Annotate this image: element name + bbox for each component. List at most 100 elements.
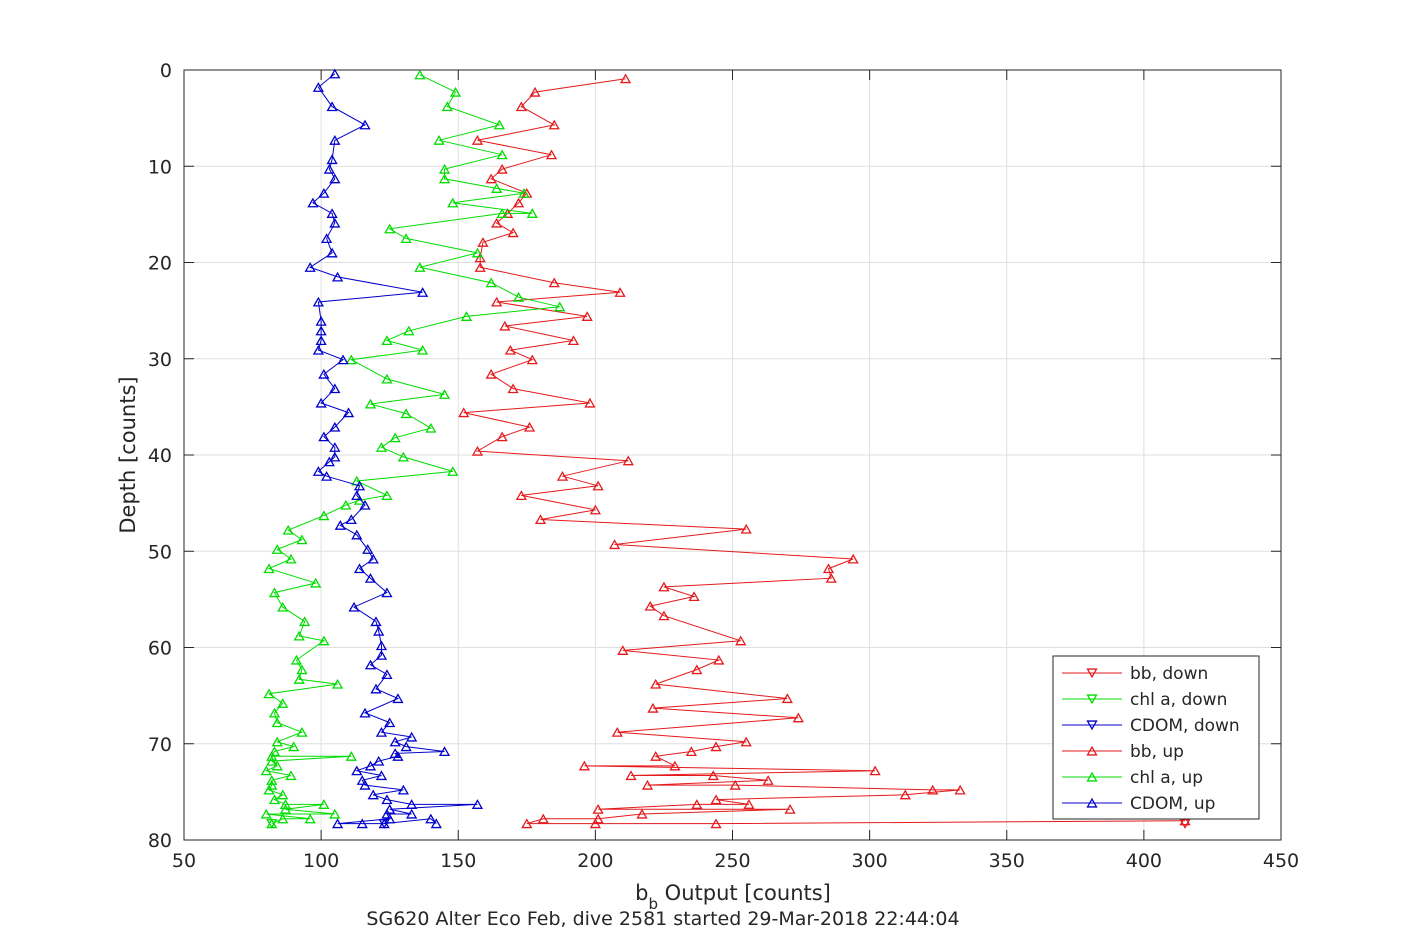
- data-point: [310, 577, 322, 588]
- x-axis-label: bb Output [counts]: [635, 881, 831, 913]
- data-point: [491, 296, 503, 307]
- data-point: [318, 635, 330, 646]
- series-5: [304, 68, 484, 829]
- data-point: [650, 751, 662, 761]
- data-point: [688, 591, 700, 602]
- legend-label: bb, up: [1130, 742, 1184, 762]
- data-point: [523, 421, 536, 432]
- data-point: [400, 741, 412, 752]
- data-point: [268, 587, 281, 598]
- data-point: [296, 726, 308, 737]
- data-point: [277, 601, 289, 612]
- data-point: [710, 741, 722, 752]
- data-point: [485, 368, 497, 379]
- data-point: [384, 803, 396, 814]
- data-point: [869, 765, 881, 776]
- data-point: [504, 344, 516, 355]
- data-point: [370, 683, 382, 694]
- data-point: [370, 616, 382, 627]
- y-tick-label: 30: [148, 349, 172, 371]
- data-point: [277, 698, 289, 708]
- x-tick-label: 150: [440, 850, 476, 872]
- data-point: [644, 600, 656, 611]
- x-axis-label-subscript: b: [648, 895, 658, 913]
- data-point: [447, 466, 459, 476]
- data-point: [359, 119, 371, 130]
- data-point: [271, 544, 283, 554]
- data-point: [266, 818, 278, 829]
- data-point: [822, 563, 835, 574]
- series-line: [264, 74, 560, 825]
- data-point: [318, 368, 330, 379]
- data-point: [285, 553, 297, 564]
- data-point: [375, 640, 388, 651]
- data-point: [329, 217, 341, 228]
- axis-ticks: 50 100 150 200 250 300 350 400 450 0 10 20 30 40 50 60 7…: [148, 60, 1299, 872]
- data-point: [449, 86, 462, 97]
- x-tick-label: 450: [1263, 850, 1299, 872]
- data-point: [392, 751, 404, 761]
- data-point: [658, 581, 670, 592]
- data-point: [348, 601, 360, 612]
- data-point: [266, 779, 278, 790]
- data-point: [375, 770, 388, 781]
- data-point: [691, 664, 703, 675]
- data-point: [364, 760, 377, 771]
- data-point: [471, 247, 484, 258]
- series-line: [309, 73, 478, 825]
- data-point: [329, 383, 341, 394]
- legend-marker: [1086, 797, 1098, 808]
- data-point: [266, 775, 278, 785]
- data-point: [320, 470, 333, 481]
- data-point: [515, 490, 527, 500]
- data-point: [271, 760, 283, 771]
- data-point: [381, 490, 393, 500]
- y-tick-label: 60: [148, 638, 172, 660]
- data-point: [326, 154, 338, 165]
- data-point: [326, 101, 338, 112]
- data-point: [329, 68, 341, 79]
- data-point: [340, 499, 352, 510]
- data-point: [927, 784, 939, 795]
- data-point: [351, 529, 363, 540]
- data-point: [279, 803, 292, 814]
- data-point: [359, 707, 371, 718]
- data-point: [438, 163, 451, 174]
- data-point: [592, 803, 604, 814]
- data-point: [351, 490, 363, 500]
- data-point: [669, 760, 681, 771]
- data-point: [318, 187, 330, 198]
- legend-box: [1052, 655, 1260, 820]
- data-point: [362, 544, 374, 554]
- data-point: [567, 335, 580, 346]
- data-point: [326, 208, 338, 218]
- x-tick-label: 100: [303, 850, 339, 872]
- data-point: [356, 775, 368, 785]
- data-point: [954, 784, 966, 795]
- data-point: [691, 799, 703, 809]
- series-line: [463, 78, 1186, 825]
- data-point: [329, 808, 341, 819]
- data-point: [636, 808, 648, 819]
- data-point: [296, 534, 308, 545]
- data-point: [268, 707, 281, 718]
- data-point: [496, 149, 508, 160]
- data-point: [375, 442, 388, 452]
- data-point: [381, 587, 393, 598]
- data-point: [364, 572, 377, 583]
- data-point: [375, 649, 388, 660]
- data-point: [353, 495, 366, 505]
- data-point: [792, 712, 804, 723]
- data-point: [282, 524, 294, 535]
- data-point: [529, 86, 541, 97]
- series-0: [1179, 819, 1191, 829]
- data-point: [578, 760, 591, 771]
- data-point: [735, 635, 747, 646]
- data-point: [518, 187, 530, 198]
- data-point: [312, 296, 325, 307]
- data-point: [614, 287, 626, 297]
- data-point: [318, 431, 330, 442]
- data-point: [438, 173, 451, 184]
- data-point: [425, 813, 437, 824]
- data-point: [312, 466, 325, 476]
